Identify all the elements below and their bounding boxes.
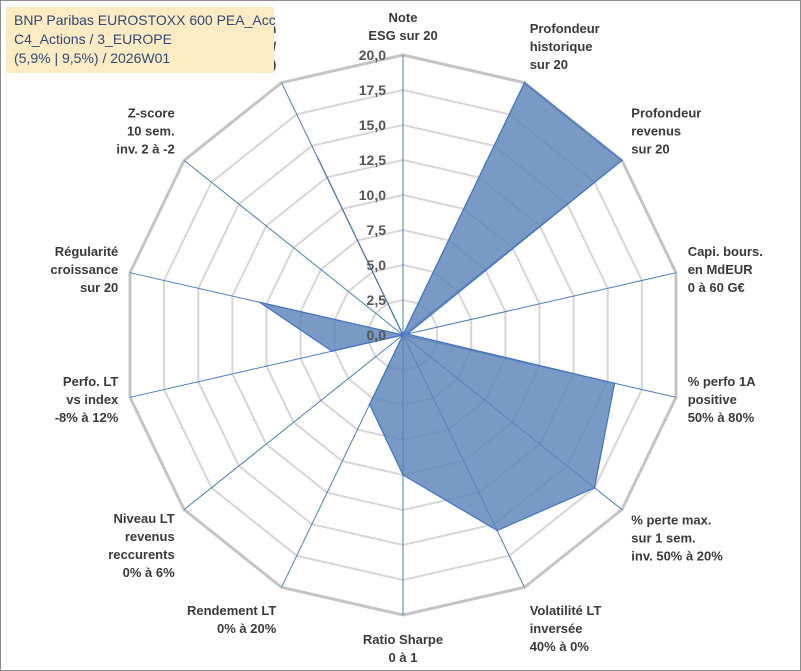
axis-label: % perte max. sur 1 sem. inv. 50% à 20% bbox=[631, 513, 723, 564]
axis-label-line: Profondeur bbox=[530, 21, 600, 36]
tick-label: 7,5 bbox=[367, 222, 387, 238]
axis-label-line: -8% à 12% bbox=[55, 410, 119, 425]
axis-label: Perfo. LT vs index -8% à 12% bbox=[55, 374, 119, 425]
axis-label-line: sur 1 sem. bbox=[631, 531, 695, 546]
axis-label: Z-score 10 sem. inv. 2 à -2 bbox=[116, 105, 174, 156]
axis-label: Profondeur revenus sur 20 bbox=[631, 105, 701, 156]
axis-label-line: vs index bbox=[66, 392, 119, 407]
axis-label: Rendement LT 0% à 20% bbox=[187, 603, 277, 636]
axis-label-line: Note bbox=[389, 10, 418, 25]
axis-label-line: revenus bbox=[125, 529, 175, 544]
axis-label: Profondeur historique sur 20 bbox=[530, 21, 600, 72]
axis-label-line: revenus bbox=[631, 123, 681, 138]
data-point bbox=[402, 474, 404, 476]
axis-label-line: positive bbox=[688, 392, 737, 407]
axis-label-line: Rendement LT bbox=[187, 603, 276, 618]
axis-label-line: sur 20 bbox=[631, 141, 669, 156]
axis-label-line: Ratio Sharpe bbox=[363, 632, 443, 647]
data-point bbox=[331, 350, 333, 353]
chart-title-line-3: (5,9% | 9,5%) / 2026W01 bbox=[14, 50, 171, 66]
axis-label-line: 10 sem. bbox=[127, 123, 175, 138]
axis-label-line: croissance bbox=[50, 262, 118, 277]
tick-label: 10,0 bbox=[359, 187, 386, 203]
axis-label-line: 40% à 0% bbox=[530, 639, 590, 654]
axis-label-line: 50% à 80% bbox=[688, 410, 755, 425]
axis-label-line: inv. 2 à -2 bbox=[116, 141, 174, 156]
radar-series bbox=[258, 81, 623, 532]
axis-spoke bbox=[183, 160, 404, 336]
axis-label: Note ESG sur 20 bbox=[368, 10, 437, 43]
radar-axis-labels: Note ESG sur 20 Profondeur historique sur 20… bbox=[50, 10, 762, 665]
axis-label-line: 0 à 1 bbox=[389, 650, 418, 665]
tick-label: 15,0 bbox=[359, 117, 386, 133]
axis-label-line: % perfo 1A bbox=[688, 374, 757, 389]
axis-label-line: Volatilité LT bbox=[530, 603, 602, 618]
data-point bbox=[523, 81, 526, 84]
axis-spoke bbox=[183, 334, 404, 510]
tick-label: 12,5 bbox=[359, 152, 386, 168]
axis-label-line: historique bbox=[530, 39, 593, 54]
data-point bbox=[613, 382, 616, 385]
axis-label-line: Régularité bbox=[55, 244, 119, 259]
axis-label: Ratio Sharpe 0 à 1 bbox=[363, 632, 443, 665]
chart-title-box: BNP Paribas EUROSTOXX 600 PEA_Acc C4_Act… bbox=[6, 7, 276, 73]
data-point bbox=[621, 159, 623, 162]
data-point bbox=[496, 529, 499, 532]
axis-label-line: inv. 50% à 20% bbox=[631, 549, 723, 564]
axis-label-line: 0% à 6% bbox=[123, 565, 175, 580]
data-point bbox=[593, 487, 596, 489]
axis-label: % perfo 1A positive 50% à 80% bbox=[688, 374, 757, 425]
axis-label-line: inversée bbox=[530, 621, 583, 636]
axis-label-line: sur 20 bbox=[80, 280, 118, 295]
axis-label: Régularité croissance sur 20 bbox=[50, 244, 118, 295]
axis-label-line: Perfo. LT bbox=[63, 374, 118, 389]
tick-label: 0,0 bbox=[367, 327, 387, 343]
axis-label-line: Niveau LT bbox=[114, 511, 175, 526]
data-point bbox=[406, 333, 408, 335]
axis-label: Volatilité LT inversée 40% à 0% bbox=[530, 603, 602, 654]
data-point bbox=[317, 157, 319, 160]
data-point bbox=[258, 301, 261, 304]
axis-label-line: Capi. bours. bbox=[688, 244, 763, 259]
chart-title-line-2: C4_Actions / 3_EUROPE bbox=[14, 31, 172, 47]
axis-label-line: 0% à 20% bbox=[217, 621, 277, 636]
axis-label: Niveau LT revenus reccurents 0% à 6% bbox=[108, 511, 175, 580]
radar-tick-labels: 0,0 2,5 5,0 7,5 10,0 12,5 15,0 17,5 20,0 bbox=[359, 47, 386, 343]
tick-label: 2,5 bbox=[367, 292, 387, 308]
data-point bbox=[402, 334, 404, 336]
axis-label-line: Profondeur bbox=[631, 105, 701, 120]
data-point bbox=[368, 403, 371, 406]
axis-label-line: ESG sur 20 bbox=[368, 28, 437, 43]
tick-label: 17,5 bbox=[359, 82, 386, 98]
axis-label-line: % perte max. bbox=[631, 513, 711, 528]
axis-label: Capi. bours. en MdEUR 0 à 60 G€ bbox=[688, 244, 763, 295]
axis-label-line: 0 à 60 G€ bbox=[688, 280, 745, 295]
axis-label-line: Z-score bbox=[128, 105, 175, 120]
axis-spoke bbox=[402, 272, 677, 336]
axis-label-line: sur 20 bbox=[530, 57, 568, 72]
tick-label: 5,0 bbox=[367, 257, 387, 273]
chart-title-line-1: BNP Paribas EUROSTOXX 600 PEA_Acc bbox=[14, 12, 276, 28]
axis-label-line: en MdEUR bbox=[688, 262, 754, 277]
axis-label-line: reccurents bbox=[108, 547, 174, 562]
tick-label: 20,0 bbox=[359, 47, 386, 63]
